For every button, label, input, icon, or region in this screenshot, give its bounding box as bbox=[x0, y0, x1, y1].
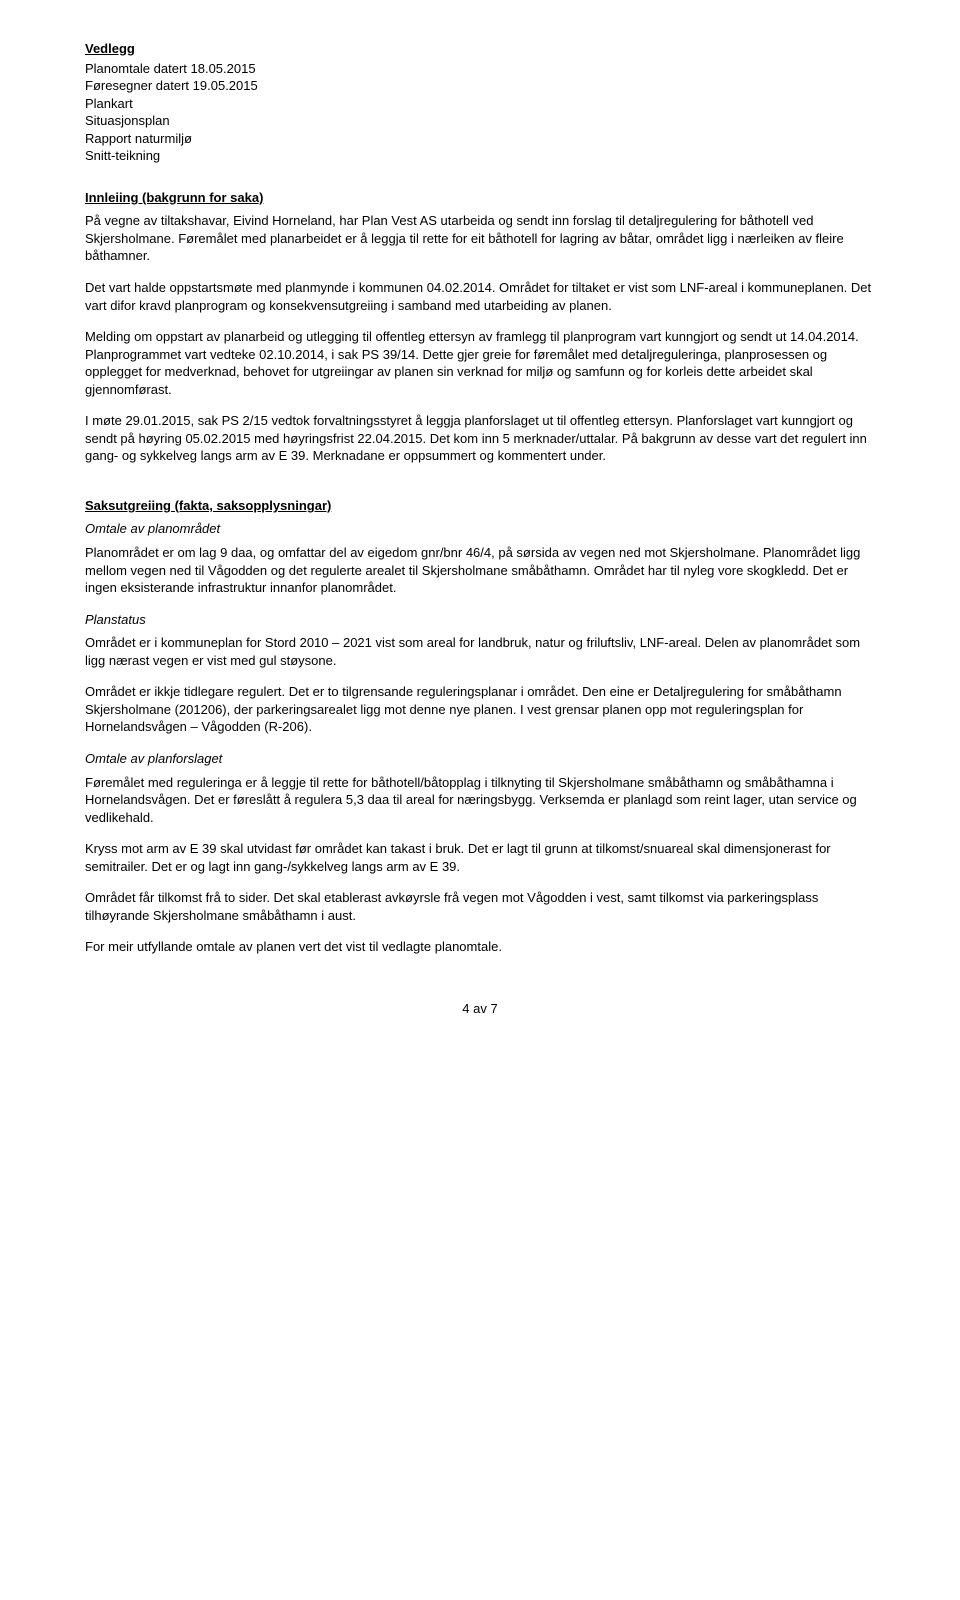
facts-title: Saksutgreiing (fakta, saksopplysningar) bbox=[85, 497, 875, 515]
attachment-item: Situasjonsplan bbox=[85, 112, 875, 130]
intro-title: Innleiing (bakgrunn for saka) bbox=[85, 189, 875, 207]
intro-paragraph: Det vart halde oppstartsmøte med planmyn… bbox=[85, 279, 875, 314]
intro-paragraph: Melding om oppstart av planarbeid og utl… bbox=[85, 328, 875, 398]
attachments-section: Vedlegg Planomtale datert 18.05.2015 Før… bbox=[85, 40, 875, 165]
page-footer: 4 av 7 bbox=[85, 1000, 875, 1018]
attachment-item: Snitt-teikning bbox=[85, 147, 875, 165]
facts-paragraph: Kryss mot arm av E 39 skal utvidast før … bbox=[85, 840, 875, 875]
facts-paragraph: Området er ikkje tidlegare regulert. Det… bbox=[85, 683, 875, 736]
facts-paragraph: For meir utfyllande omtale av planen ver… bbox=[85, 938, 875, 956]
attachment-item: Føresegner datert 19.05.2015 bbox=[85, 77, 875, 95]
subsection-heading: Omtale av planforslaget bbox=[85, 750, 875, 768]
attachment-item: Rapport naturmiljø bbox=[85, 130, 875, 148]
intro-paragraph: På vegne av tiltakshavar, Eivind Hornela… bbox=[85, 212, 875, 265]
subsection-heading: Omtale av planområdet bbox=[85, 520, 875, 538]
facts-paragraph: Planområdet er om lag 9 daa, og omfattar… bbox=[85, 544, 875, 597]
intro-section: Innleiing (bakgrunn for saka) På vegne a… bbox=[85, 189, 875, 465]
subsection-heading: Planstatus bbox=[85, 611, 875, 629]
facts-section: Saksutgreiing (fakta, saksopplysningar) … bbox=[85, 497, 875, 956]
attachment-item: Plankart bbox=[85, 95, 875, 113]
facts-paragraph: Området får tilkomst frå to sider. Det s… bbox=[85, 889, 875, 924]
attachment-item: Planomtale datert 18.05.2015 bbox=[85, 60, 875, 78]
facts-paragraph: Området er i kommuneplan for Stord 2010 … bbox=[85, 634, 875, 669]
facts-paragraph: Føremålet med reguleringa er å leggje ti… bbox=[85, 774, 875, 827]
attachments-title: Vedlegg bbox=[85, 40, 875, 58]
intro-paragraph: I møte 29.01.2015, sak PS 2/15 vedtok fo… bbox=[85, 412, 875, 465]
